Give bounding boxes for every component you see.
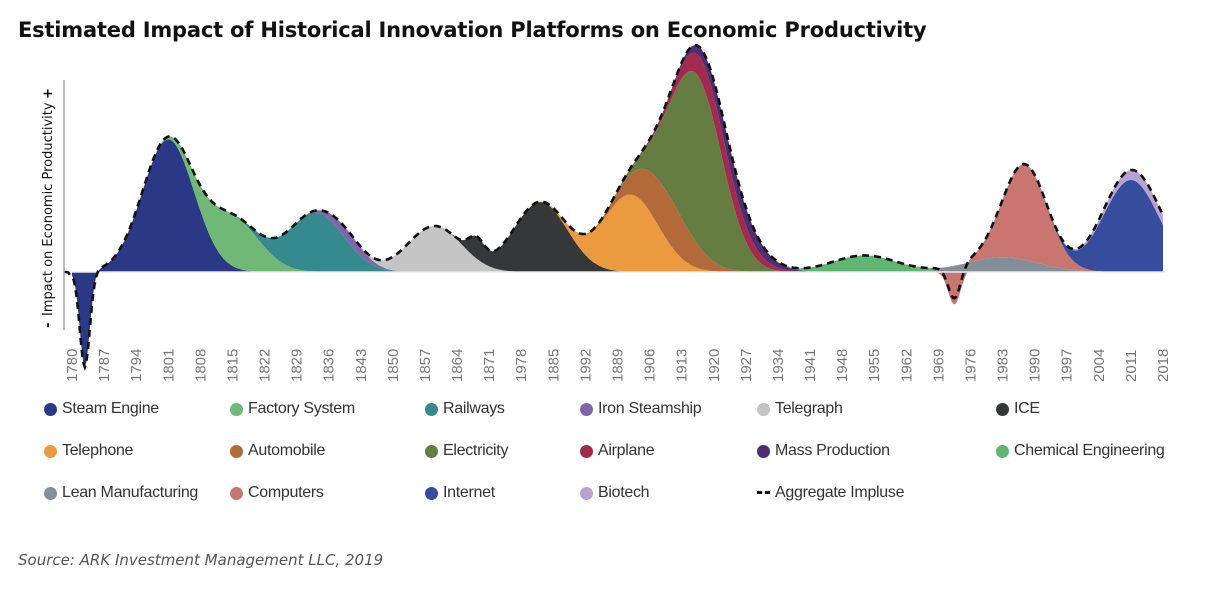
legend-dot-icon — [580, 402, 593, 416]
legend-label: Aggregate Impluse — [775, 484, 905, 501]
legend-dot-icon — [44, 444, 57, 458]
x-tick-label: 1990 — [1027, 349, 1044, 382]
legend-label: Telegraph — [775, 400, 843, 417]
area-railways — [72, 136, 1163, 272]
x-tick-label: 1969 — [930, 349, 947, 382]
area-series-group — [72, 45, 1163, 367]
legend-item: Iron Steamship — [580, 400, 702, 418]
y-axis-label-plus: + — [41, 88, 56, 99]
x-tick-label: 1787 — [96, 349, 113, 382]
legend-label: Chemical Engineering — [1014, 442, 1165, 459]
legend-dot-icon — [580, 444, 593, 458]
x-tick-label: 1906 — [642, 349, 659, 382]
y-axis-label: Impact on Economic Productivity — [41, 102, 56, 316]
x-tick-label: 1948 — [834, 349, 851, 382]
area-factory-system — [72, 136, 1163, 272]
x-tick-label: 1843 — [353, 349, 370, 382]
x-axis-ticks: 1780 1787 1794 1801 1808 1815 1822 1829 1836 1843… — [64, 349, 1172, 382]
chart-area: - Impact on Economic Productivity + 1780… — [41, 43, 1172, 382]
legend-dot-icon — [425, 402, 438, 416]
legend-dot-icon — [44, 402, 57, 416]
legend-dot-icon — [44, 486, 57, 500]
legend-item: Mass Production — [757, 442, 890, 460]
x-tick-label: 1889 — [610, 349, 627, 382]
legend-item: Telephone — [44, 442, 133, 460]
legend-item: Steam Engine — [44, 400, 159, 418]
x-tick-label: 1976 — [962, 349, 979, 382]
legend-item: Lean Manufacturing — [44, 484, 198, 502]
legend-label: Lean Manufacturing — [62, 484, 199, 501]
x-tick-label: 1808 — [192, 349, 209, 382]
legend-label: Factory System — [248, 400, 355, 417]
y-axis-label-minus: - — [41, 323, 56, 328]
legend-dot-icon — [580, 486, 593, 500]
legend-dot-icon — [996, 402, 1009, 416]
legend-dot-icon — [230, 402, 243, 416]
x-tick-label: 1927 — [738, 349, 755, 382]
legend-label: ICE — [1014, 400, 1040, 417]
x-tick-label: 1885 — [545, 349, 562, 382]
x-tick-label: 1871 — [481, 349, 498, 382]
source-note: Source: ARK Investment Management LLC, 2… — [18, 551, 384, 569]
x-tick-label: 1962 — [898, 349, 915, 382]
x-tick-label: 1780 — [64, 349, 81, 382]
x-tick-label: 1822 — [257, 349, 274, 382]
x-tick-label: 2018 — [1155, 349, 1172, 382]
legend-label: Automobile — [248, 442, 326, 459]
dashed-line-icon — [757, 491, 770, 495]
x-tick-label: 1934 — [770, 349, 787, 382]
legend-item: Telegraph — [757, 400, 843, 418]
legend-dot-icon — [757, 402, 770, 416]
area-steam-engine — [72, 139, 1163, 367]
x-tick-label: 1992 — [577, 349, 594, 382]
legend-label: Steam Engine — [62, 400, 159, 417]
x-tick-label: 1941 — [802, 349, 819, 382]
x-tick-label: 1864 — [449, 349, 466, 382]
legend-dot-icon — [230, 444, 243, 458]
legend-item: Biotech — [580, 484, 650, 502]
legend-item: Computers — [230, 484, 324, 502]
x-tick-label: 1857 — [417, 349, 434, 382]
x-tick-label: 1997 — [1059, 349, 1076, 382]
legend-dot-icon — [996, 444, 1009, 458]
legend-dot-icon — [230, 486, 243, 500]
legend-label: Railways — [443, 400, 505, 417]
legend-item: Chemical Engineering — [996, 442, 1165, 460]
legend-item: Factory System — [230, 400, 355, 418]
legend-item: Airplane — [580, 442, 655, 460]
x-tick-label: 1794 — [128, 349, 145, 382]
legend-item: Internet — [425, 484, 495, 502]
legend-dot-icon — [757, 444, 770, 458]
legend-item: ICE — [996, 400, 1040, 418]
x-tick-label: 1836 — [321, 349, 338, 382]
legend-label: Iron Steamship — [598, 400, 702, 417]
x-tick-label: 1913 — [674, 349, 691, 382]
x-tick-label: 2004 — [1091, 349, 1108, 382]
legend-dot-icon — [425, 486, 438, 500]
x-tick-label: 1978 — [513, 349, 530, 382]
legend-label: Mass Production — [775, 442, 890, 459]
chart-title: Estimated Impact of Historical Innovatio… — [18, 18, 927, 42]
legend-label: Airplane — [598, 442, 655, 459]
x-tick-label: 1815 — [224, 349, 241, 382]
legend-label: Computers — [248, 484, 324, 501]
x-tick-label: 2011 — [1123, 350, 1140, 382]
legend-label: Internet — [443, 484, 495, 501]
aggregate-impulse-line — [64, 43, 1165, 372]
x-tick-label: 1955 — [866, 349, 883, 382]
legend-dot-icon — [425, 444, 438, 458]
area-telephone — [72, 136, 1163, 272]
x-tick-label: 1920 — [706, 349, 723, 382]
legend-item: Electricity — [425, 442, 508, 460]
legend-item: Railways — [425, 400, 505, 418]
x-tick-label: 1801 — [160, 349, 177, 382]
legend-label: Biotech — [598, 484, 650, 501]
legend-label: Electricity — [443, 442, 509, 459]
legend-item: Automobile — [230, 442, 325, 460]
x-tick-label: 1829 — [289, 349, 306, 382]
x-tick-label: 1983 — [995, 349, 1012, 382]
x-tick-label: 1850 — [385, 349, 402, 382]
legend-item: Aggregate Impluse — [757, 484, 905, 502]
legend-label: Telephone — [62, 442, 134, 459]
